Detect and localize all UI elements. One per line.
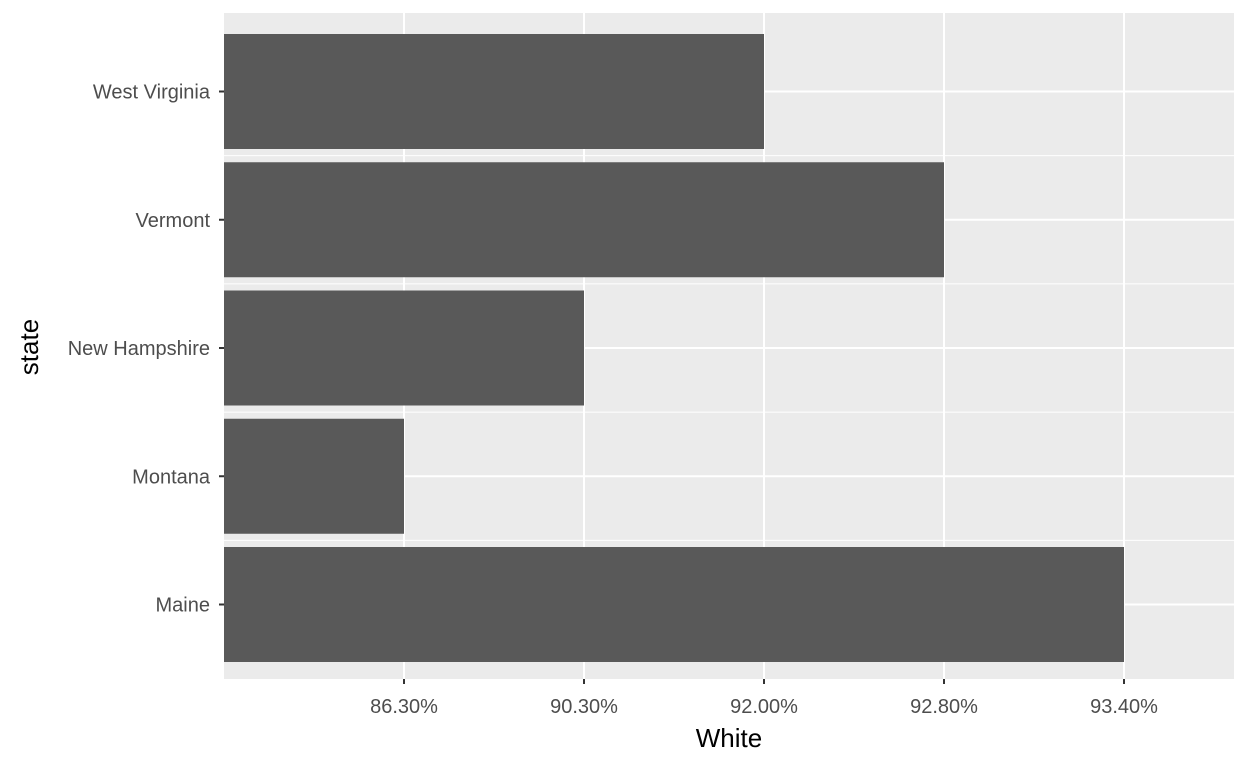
x-tick-label: 93.40% [1090, 696, 1158, 718]
x-tick-label: 92.00% [730, 696, 798, 718]
bar [224, 290, 584, 406]
y-tick-label: West Virginia [93, 82, 211, 104]
x-axis-title: White [696, 723, 762, 753]
x-tick-label: 86.30% [370, 696, 438, 718]
bars [224, 34, 1124, 662]
bar [224, 34, 764, 149]
y-tick-label: Montana [132, 466, 211, 488]
bar [224, 162, 944, 278]
bar [224, 547, 1124, 662]
y-axis-title: state [14, 319, 44, 375]
x-tick-label: 90.30% [550, 696, 618, 718]
bar [224, 418, 404, 534]
y-tick-label: Vermont [136, 210, 211, 232]
y-axis-ticks: Maine Montana New Hampshire Vermont West Vir… [68, 82, 224, 617]
minor-gridlines [224, 155, 1234, 541]
y-tick-label: New Hampshire [68, 338, 210, 360]
x-axis-ticks: 86.30% 90.30% 92.00% 92.80% 93.40% [370, 679, 1158, 718]
x-tick-label: 92.80% [910, 696, 978, 718]
y-tick-label: Maine [156, 595, 210, 617]
